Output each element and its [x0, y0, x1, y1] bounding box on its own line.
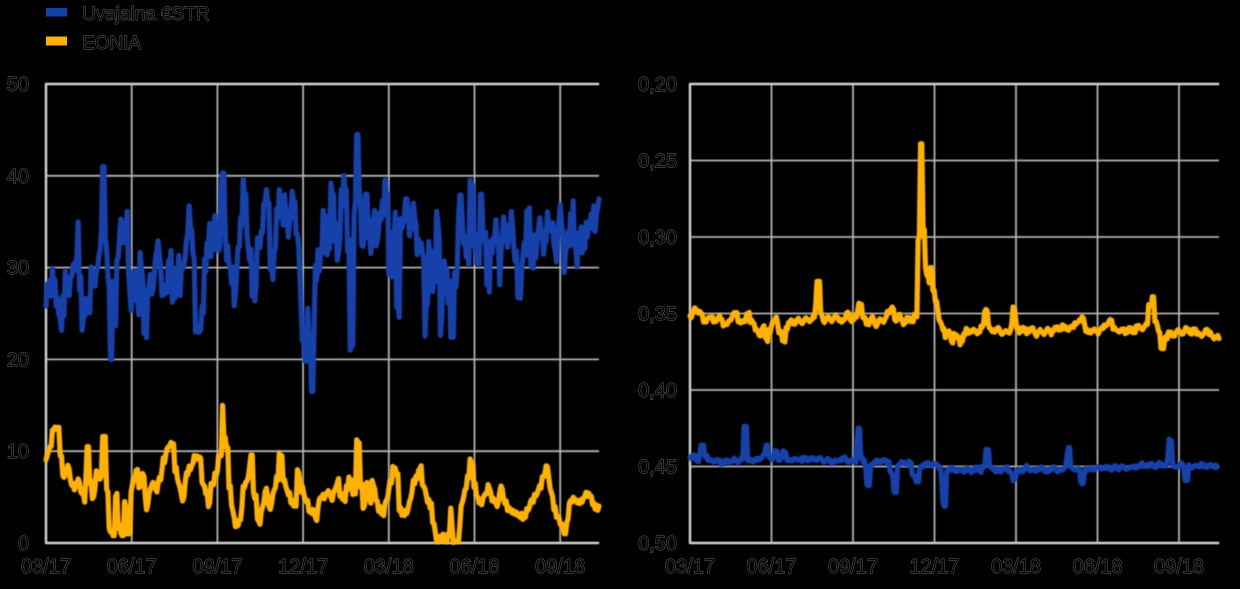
- svg-text:0,35: 0,35: [638, 304, 677, 326]
- svg-text:0,45: 0,45: [638, 457, 677, 479]
- svg-text:10: 10: [7, 441, 29, 463]
- svg-text:40: 40: [7, 166, 29, 188]
- svg-text:03/18: 03/18: [364, 556, 414, 578]
- svg-text:03/17: 03/17: [665, 556, 715, 578]
- svg-text:06/18: 06/18: [1072, 556, 1122, 578]
- svg-text:0: 0: [18, 533, 29, 555]
- svg-text:09/18: 09/18: [1154, 556, 1204, 578]
- svg-text:0,30: 0,30: [638, 227, 677, 249]
- svg-text:06/17: 06/17: [107, 556, 157, 578]
- svg-text:03/17: 03/17: [21, 556, 71, 578]
- svg-text:30: 30: [7, 258, 29, 280]
- svg-text:09/18: 09/18: [535, 556, 585, 578]
- svg-text:03/18: 03/18: [991, 556, 1041, 578]
- svg-text:06/17: 06/17: [746, 556, 796, 578]
- svg-text:09/17: 09/17: [192, 556, 242, 578]
- svg-text:0,25: 0,25: [638, 151, 677, 173]
- svg-text:50: 50: [7, 74, 29, 96]
- svg-text:12/17: 12/17: [278, 556, 328, 578]
- svg-text:12/17: 12/17: [909, 556, 959, 578]
- svg-text:Uvajalna €STR: Uvajalna €STR: [82, 4, 210, 25]
- svg-text:EONIA: EONIA: [82, 33, 141, 54]
- svg-text:20: 20: [7, 349, 29, 371]
- svg-text:09/17: 09/17: [828, 556, 878, 578]
- svg-text:0,40: 0,40: [638, 380, 677, 402]
- svg-text:0,20: 0,20: [638, 74, 677, 96]
- svg-text:06/18: 06/18: [449, 556, 499, 578]
- svg-text:0,50: 0,50: [638, 533, 677, 555]
